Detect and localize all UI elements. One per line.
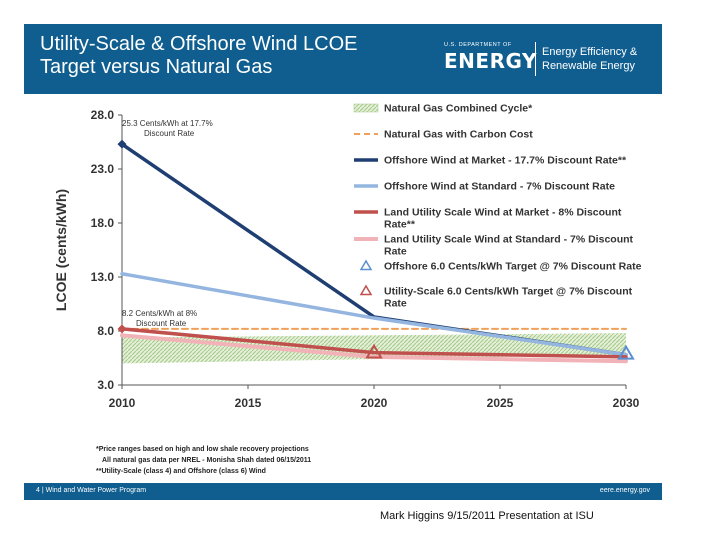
series-layer — [120, 142, 628, 364]
presentation-caption: Mark Higgins 9/15/2011 Presentation at I… — [380, 510, 594, 522]
data-point-diamond — [117, 324, 127, 334]
logo-eere-text: Energy Efficiency & Renewable Energy — [542, 46, 638, 72]
x-tick-label: 2025 — [487, 396, 514, 410]
x-tick-label: 2030 — [613, 396, 640, 410]
legend-swatch-triangle — [359, 284, 373, 296]
footer-program: 4 | Wind and Water Power Program — [36, 487, 147, 494]
legend-label: Land Utility Scale Wind at Market - 8% D… — [384, 207, 622, 231]
y-tick-label: 18.0 — [91, 216, 115, 230]
legend-swatch-band — [353, 103, 379, 113]
footer-url: eere.energy.gov — [599, 487, 650, 494]
legend-label: Offshore 6.0 Cents/kWh Target @ 7% Disco… — [384, 261, 642, 273]
annotation-text: 25.3 Cents/kWh at 17.7% — [122, 119, 213, 128]
y-tick-label: 28.0 — [91, 108, 115, 122]
legend: Natural Gas Combined Cycle* Natural Gas w… — [353, 103, 642, 310]
footnote: All natural gas data per NREL - Monisha … — [102, 457, 312, 464]
y-tick-label: 8.0 — [97, 324, 114, 338]
series-line — [120, 327, 628, 359]
y-tick-label: 3.0 — [97, 378, 114, 392]
series-line — [120, 272, 628, 357]
target-triangle-marker — [617, 344, 635, 360]
chart-title: Utility-Scale & Offshore Wind LCOE Targe… — [40, 33, 358, 78]
x-tick-label: 2010 — [109, 396, 136, 410]
x-tick-label: 2020 — [361, 396, 388, 410]
slide: Utility-Scale & Offshore Wind LCOE Targe… — [24, 24, 662, 500]
footnotes: *Price ranges based on high and low shal… — [96, 444, 311, 477]
legend-swatch-triangle — [359, 259, 373, 271]
series-line — [120, 142, 628, 357]
target-triangle-marker — [365, 343, 383, 359]
logo-divider — [535, 42, 536, 76]
marker-layer — [117, 139, 635, 360]
lcoe-chart: LCOE (cents/kWh) 3.0 8.0 13.0 18.0 23.0 28.0 2… — [53, 103, 642, 411]
logo-energy-text: ENERGY — [444, 49, 537, 73]
footnote: *Price ranges based on high and low shal… — [96, 446, 309, 453]
annotation-layer: 25.3 Cents/kWh at 17.7%Discount Rate8.2 … — [122, 119, 213, 328]
annotation-text: Discount Rate — [144, 129, 195, 138]
footnote: **Utility-Scale (class 4) and Offshore (… — [96, 468, 266, 475]
legend-label: Natural Gas Combined Cycle* — [384, 103, 533, 115]
annotation-text: 8.2 Cents/kWh at 8% — [122, 309, 197, 318]
logo-department-text: U.S. DEPARTMENT OF — [444, 42, 512, 48]
doe-eere-logo: U.S. DEPARTMENT OF ENERGY Energy Efficie… — [444, 40, 654, 80]
legend-label: Offshore Wind at Market - 17.7% Discount… — [384, 155, 627, 167]
legend-label: Offshore Wind at Standard - 7% Discount … — [384, 181, 615, 193]
header-bar: Utility-Scale & Offshore Wind LCOE Targe… — [24, 24, 662, 94]
y-tick-label: 13.0 — [91, 270, 115, 284]
annotation-text: Discount Rate — [136, 319, 187, 328]
footer-bar: 4 | Wind and Water Power Program eere.en… — [24, 483, 662, 500]
legend-label: Utility-Scale 6.0 Cents/kWh Target @ 7% … — [384, 286, 633, 310]
y-tick-label: 23.0 — [91, 162, 115, 176]
data-point-diamond — [117, 139, 127, 149]
y-axis-title: LCOE (cents/kWh) — [53, 189, 69, 311]
legend-label: Natural Gas with Carbon Cost — [384, 129, 533, 141]
legend-label: Land Utility Scale Wind at Standard - 7%… — [384, 234, 634, 258]
y-axis-label: LCOE (cents/kWh) — [53, 189, 69, 311]
tick-labels: 3.0 8.0 13.0 18.0 23.0 28.0 2010 2015 2020 2025 20… — [91, 108, 640, 410]
x-tick-label: 2015 — [235, 396, 262, 410]
